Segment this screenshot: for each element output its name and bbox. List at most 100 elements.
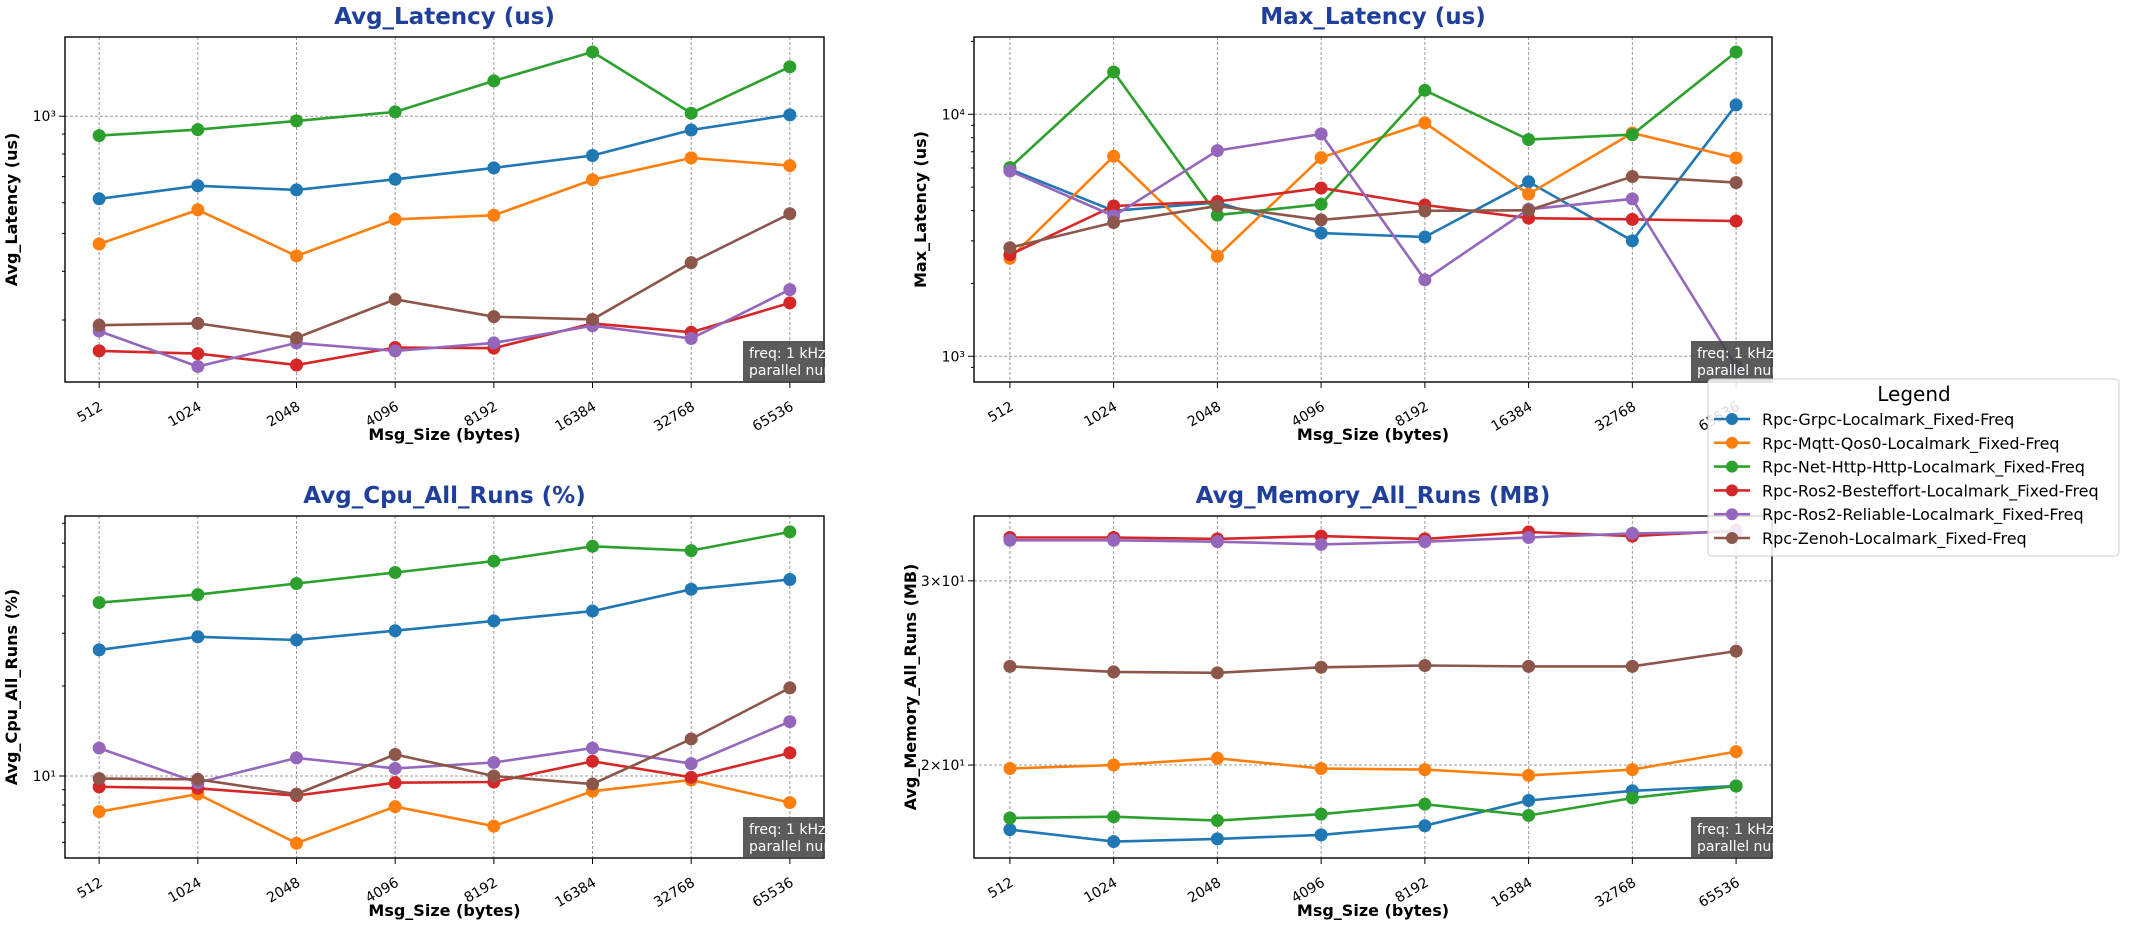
data-point [487, 208, 501, 222]
data-point [1729, 745, 1743, 759]
annotation-parallel: parallel num: 1 [1697, 363, 1803, 379]
series-line [99, 113, 790, 201]
y-tick-label: 10³ [942, 349, 965, 365]
data-point [487, 554, 501, 568]
data-point [1003, 164, 1017, 178]
series-3 [92, 45, 797, 143]
data-point [289, 633, 303, 647]
data-point [191, 588, 205, 602]
series-line [1009, 104, 1738, 243]
data-point [1625, 526, 1639, 540]
x-tick-label: 16384 [553, 875, 600, 911]
data-point [1210, 535, 1224, 549]
data-point [191, 772, 205, 786]
data-point [1625, 659, 1639, 673]
data-point [1314, 226, 1328, 240]
data-point [92, 596, 106, 610]
legend-marker [1726, 508, 1738, 521]
data-point [191, 347, 205, 361]
data-point [783, 108, 797, 122]
data-point [684, 544, 698, 558]
chart-title: Avg_Latency (us) [334, 4, 555, 30]
data-point [289, 358, 303, 372]
legend-marker [1726, 532, 1738, 544]
data-point [783, 796, 797, 810]
annotation-box [743, 341, 824, 382]
data-point [1107, 810, 1121, 824]
data-point [783, 525, 797, 539]
data-point [586, 173, 600, 187]
data-point [1729, 644, 1743, 658]
legend-title: Legend [1877, 382, 1950, 406]
x-tick-label: 1024 [166, 399, 205, 431]
data-point [783, 159, 797, 173]
data-point [684, 582, 698, 596]
data-point [1522, 659, 1536, 673]
x-tick-label: 32768 [1592, 399, 1639, 435]
series-line [1009, 784, 1737, 822]
x-tick-label: 2048 [264, 875, 303, 907]
legend-box [1707, 378, 2120, 557]
data-point [191, 316, 205, 330]
data-point [1625, 791, 1639, 805]
y-axis-label: Max_Latency (us) [911, 131, 930, 288]
x-tick-label: 32768 [651, 399, 698, 435]
x-tick-label: 16384 [553, 399, 600, 435]
annotation-freq: freq: 1 kHz [1697, 822, 1773, 838]
data-point [1418, 819, 1432, 833]
data-point [1210, 199, 1224, 213]
data-point [1522, 187, 1536, 201]
data-point [783, 572, 797, 586]
data-point [684, 331, 698, 345]
data-point [1625, 128, 1639, 142]
legend-label: Rpc-Grpc-Localmark_Fixed-Freq [1762, 410, 2014, 430]
annotation-parallel: parallel num: 1 [749, 363, 855, 379]
data-point [1210, 814, 1224, 828]
series-line [98, 288, 791, 368]
data-point [388, 105, 402, 119]
data-point [684, 732, 698, 746]
series-5 [1003, 127, 1743, 373]
data-point [1729, 176, 1743, 190]
data-point [1418, 230, 1432, 244]
series-5 [1003, 525, 1743, 551]
data-point [1210, 144, 1224, 158]
series-line [99, 50, 791, 137]
data-point [586, 754, 600, 768]
plot-frame [973, 515, 1773, 859]
x-axis-label: Msg_Size (bytes) [368, 425, 520, 444]
series-line [1009, 529, 1737, 541]
x-tick-label: 512 [75, 875, 106, 902]
data-point [388, 624, 402, 638]
data-point [487, 74, 501, 88]
plot-frame [973, 36, 1773, 383]
series-line [99, 530, 791, 604]
series-line [98, 778, 791, 845]
data-point [586, 312, 600, 326]
y-tick-label: 10¹ [33, 769, 56, 785]
data-point [1210, 751, 1224, 765]
data-point [783, 207, 797, 221]
legend-item: Rpc-Mqtt-Qos0-Localmark_Fixed-Freq [1714, 434, 2060, 454]
data-point [388, 800, 402, 814]
data-point [1107, 199, 1121, 213]
series-line [1009, 175, 1737, 249]
x-tick-label: 512 [75, 399, 106, 426]
data-point [684, 256, 698, 270]
data-point [1729, 98, 1743, 112]
series-line [99, 212, 791, 340]
annotation-parallel: parallel num: 1 [749, 839, 855, 855]
data-point [92, 344, 106, 358]
data-point [1625, 170, 1639, 184]
x-tick-label: 1024 [1081, 399, 1120, 431]
data-point [487, 161, 501, 175]
data-point [92, 192, 106, 206]
data-point [487, 755, 501, 769]
series-1 [92, 108, 797, 206]
data-point [1625, 234, 1639, 248]
series-line [1009, 132, 1738, 367]
data-point [1107, 758, 1121, 772]
y-axis-label: Avg_Cpu_All_Runs (%) [2, 589, 21, 785]
data-point [289, 249, 303, 263]
